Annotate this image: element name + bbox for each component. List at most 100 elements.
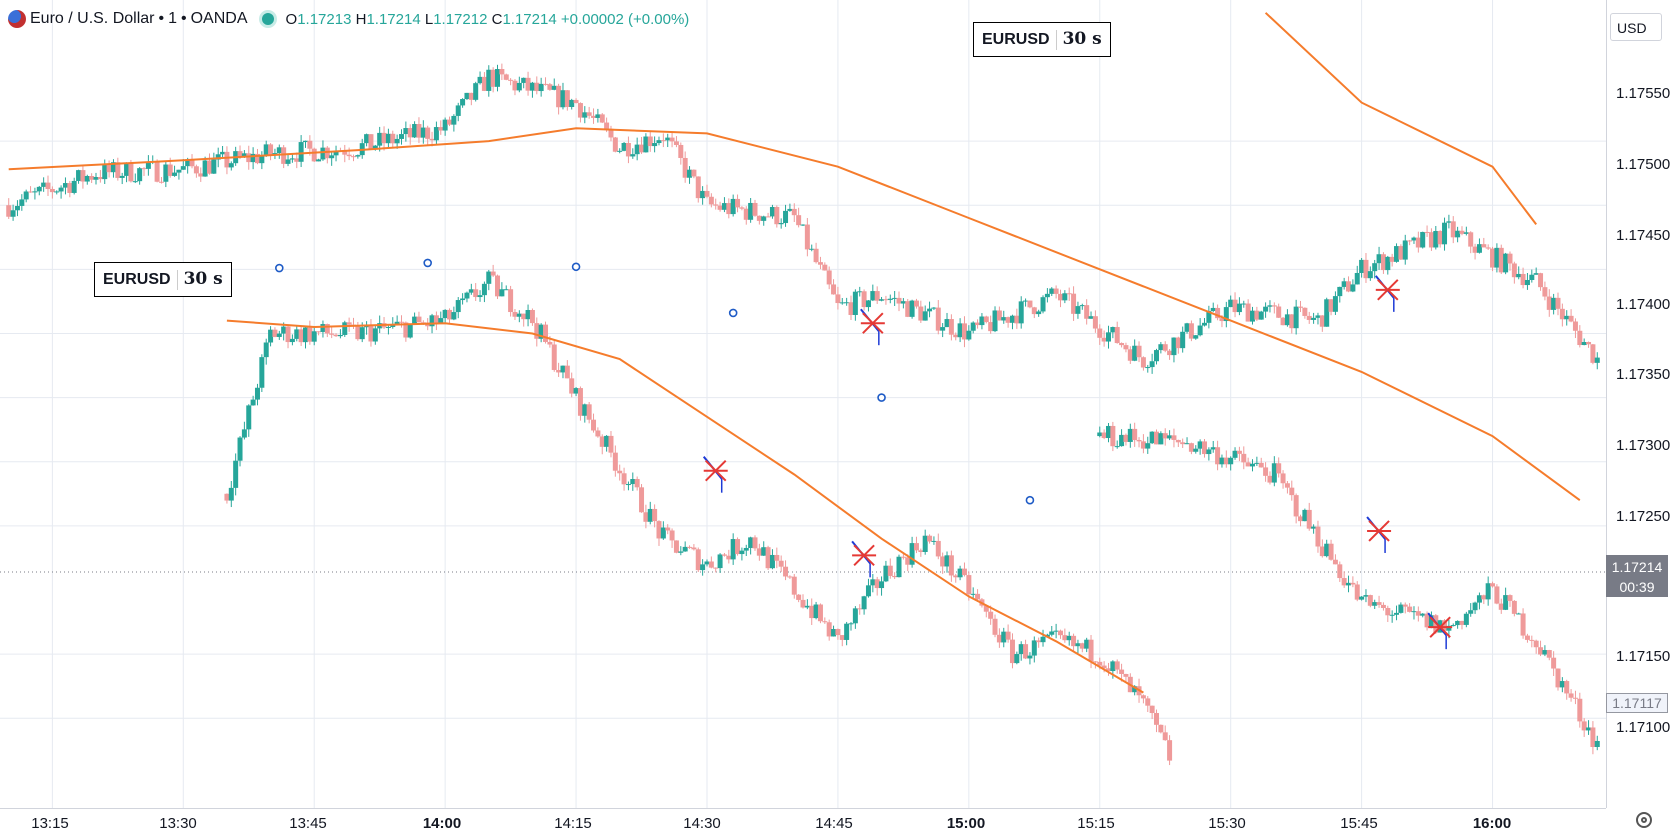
- candle-body: [425, 127, 431, 139]
- candle-body: [1354, 584, 1360, 600]
- settings-gear-icon[interactable]: [1636, 812, 1652, 828]
- symbol-name[interactable]: Euro / U.S. Dollar: [30, 10, 155, 27]
- candle-body: [259, 155, 265, 164]
- candle-body: [1188, 323, 1194, 339]
- candle-body: [333, 334, 339, 337]
- candle-body: [403, 128, 409, 135]
- candle-body: [1005, 317, 1011, 323]
- candle-body: [887, 298, 893, 300]
- candle-body: [272, 329, 278, 337]
- candle-body: [1232, 450, 1238, 458]
- candle-body: [1555, 297, 1561, 309]
- candle-body: [1372, 602, 1378, 606]
- candle-body: [1271, 305, 1277, 307]
- time-axis[interactable]: [0, 808, 1606, 838]
- candle-body: [281, 326, 287, 334]
- candle-body: [1367, 271, 1373, 279]
- candle-body: [1040, 297, 1046, 312]
- candle-body: [586, 112, 592, 116]
- candle-body: [612, 452, 618, 471]
- candle-body: [1538, 647, 1544, 655]
- chart-canvas[interactable]: [0, 0, 1606, 808]
- candle-body: [320, 324, 326, 332]
- candle-body: [294, 329, 300, 339]
- candle-body: [359, 327, 365, 340]
- candle-body: [342, 322, 348, 335]
- candle-body: [1075, 306, 1081, 314]
- candle-body: [1476, 595, 1482, 603]
- candle-body: [944, 555, 950, 567]
- candle-body: [1241, 303, 1247, 305]
- candle-body: [355, 155, 361, 157]
- candle-body: [691, 169, 697, 177]
- candle-body: [512, 80, 518, 91]
- moving-average-line: [8, 127, 1581, 502]
- candle-body: [1319, 546, 1325, 557]
- candle-body: [394, 321, 400, 325]
- candle-body: [1167, 350, 1173, 356]
- price-axis[interactable]: [1606, 0, 1673, 808]
- candle-body: [80, 170, 86, 182]
- candle-body: [1481, 595, 1487, 600]
- candle-body: [1524, 279, 1530, 286]
- candle-body: [591, 419, 597, 431]
- candle-body: [1202, 441, 1207, 455]
- candle-body: [206, 160, 212, 174]
- candle-body: [848, 623, 854, 625]
- candle-body: [32, 191, 38, 193]
- candle-body: [1049, 288, 1055, 294]
- candle-body: [45, 182, 51, 189]
- candle-body: [241, 153, 247, 157]
- candle-body: [1215, 307, 1221, 319]
- candle-body: [966, 330, 972, 340]
- chart-area[interactable]: [0, 0, 1606, 808]
- candle-body: [835, 294, 841, 304]
- candle-body: [460, 99, 466, 106]
- candle-body: [455, 300, 461, 313]
- candle-body: [355, 325, 361, 340]
- candle-body: [1057, 630, 1063, 636]
- candle-body: [1136, 440, 1142, 442]
- candle-body: [1428, 615, 1434, 628]
- candle-body: [525, 77, 531, 91]
- candle-body: [922, 535, 928, 552]
- candle-body: [1149, 361, 1155, 368]
- candle-body: [390, 133, 396, 144]
- candle-body: [1337, 564, 1343, 579]
- candle-body: [263, 342, 269, 358]
- candle-body: [145, 161, 151, 169]
- candle-body: [826, 622, 832, 637]
- candle-body: [822, 264, 828, 271]
- candle-body: [652, 143, 658, 147]
- interval-label[interactable]: 1: [168, 10, 177, 27]
- candle-body: [1254, 462, 1260, 464]
- candle-body: [1450, 625, 1456, 627]
- candle-body: [660, 527, 666, 539]
- candle-body: [1280, 473, 1286, 484]
- candle-body: [481, 76, 487, 91]
- candle-body: [992, 618, 998, 635]
- candle-body: [154, 161, 160, 182]
- candle-body: [1123, 434, 1129, 442]
- candle-body: [167, 164, 173, 176]
- candle-body: [1568, 693, 1574, 698]
- candle-body: [250, 399, 256, 406]
- candle-body: [1490, 583, 1496, 587]
- candle-body: [1084, 305, 1090, 319]
- currency-selector[interactable]: USD: [1610, 13, 1662, 41]
- candle-body: [1476, 244, 1482, 253]
- candle-body: [1359, 259, 1365, 273]
- candle-body: [412, 316, 418, 324]
- candle-body: [276, 147, 282, 154]
- candle-body: [1306, 315, 1312, 320]
- candle-body: [996, 634, 1002, 643]
- candle-body: [1328, 299, 1334, 312]
- candle-body: [1271, 463, 1277, 483]
- candle-body: [1119, 343, 1125, 346]
- candle-body: [481, 283, 487, 296]
- candle-body: [1145, 443, 1151, 449]
- candle-body: [1245, 462, 1251, 467]
- candle-body: [115, 162, 121, 178]
- candle-body: [1149, 431, 1155, 444]
- candle-body: [84, 176, 90, 182]
